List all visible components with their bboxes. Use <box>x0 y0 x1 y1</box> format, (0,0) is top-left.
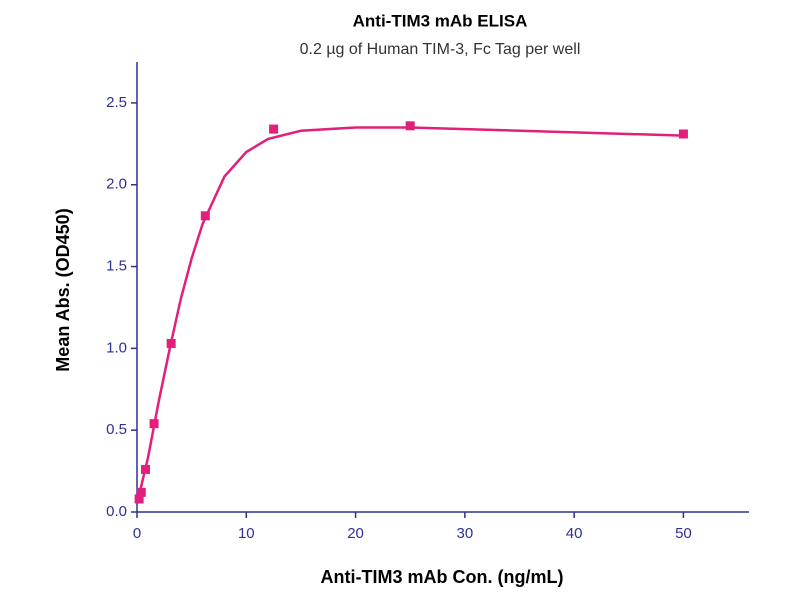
y-tick-label: 2.0 <box>106 176 127 193</box>
data-point <box>166 338 176 348</box>
data-point <box>405 121 415 131</box>
chart-subtitle: 0.2 µg of Human TIM-3, Fc Tag per well <box>300 41 581 58</box>
x-tick-label: 40 <box>566 525 583 542</box>
y-axis-label: Mean Abs. (OD450) <box>53 208 73 371</box>
x-tick-label: 20 <box>347 525 364 542</box>
x-tick-label: 50 <box>675 525 692 542</box>
data-point <box>149 419 159 429</box>
y-tick-label: 1.0 <box>106 339 127 356</box>
data-point <box>269 124 279 134</box>
data-point <box>678 129 688 139</box>
chart-title: Anti-TIM3 mAb ELISA <box>353 11 528 30</box>
data-point <box>200 211 210 221</box>
x-axis-label: Anti-TIM3 mAb Con. (ng/mL) <box>321 567 564 587</box>
y-tick-label: 2.5 <box>106 94 127 111</box>
fit-curve <box>135 126 684 505</box>
data-point <box>141 464 151 474</box>
x-tick-label: 0 <box>133 525 141 542</box>
x-tick-label: 30 <box>457 525 474 542</box>
y-tick-label: 0.0 <box>106 503 127 520</box>
data-point <box>136 487 146 497</box>
y-tick-label: 0.5 <box>106 421 127 438</box>
data-point <box>134 494 144 504</box>
x-tick-label: 10 <box>238 525 255 542</box>
y-tick-label: 1.5 <box>106 258 127 275</box>
